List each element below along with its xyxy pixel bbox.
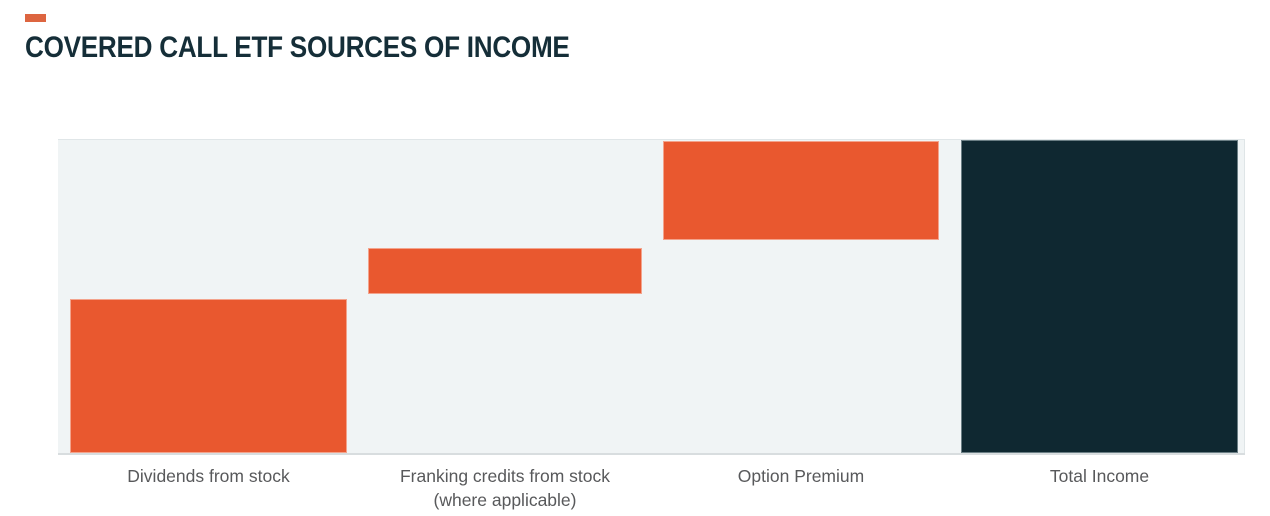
- x-axis-label-option-premium: Option Premium: [663, 464, 939, 488]
- x-axis-label-dividends: Dividends from stock: [70, 464, 347, 488]
- chart-title: COVERED CALL ETF SOURCES OF INCOME: [25, 31, 570, 64]
- waterfall-bar-dividends: [70, 299, 347, 453]
- plot-area: [58, 139, 1245, 453]
- x-axis-label-line: Dividends from stock: [127, 466, 290, 486]
- x-axis-label-franking-credits: Franking credits from stock (where appli…: [368, 464, 642, 512]
- x-axis-label-line: (where applicable): [433, 490, 577, 510]
- x-axis-label-line: Total Income: [1049, 466, 1150, 486]
- waterfall-bar-option-premium: [663, 140, 939, 240]
- x-axis-label-total-income: Total Income: [961, 464, 1238, 488]
- x-axis-label-line: Option Premium: [737, 466, 865, 486]
- x-axis-label-line: Franking credits from stock: [399, 466, 611, 486]
- x-axis-line: [58, 453, 1245, 455]
- waterfall-bar-total-income: [961, 140, 1238, 453]
- title-accent-bar: [25, 14, 46, 22]
- waterfall-bar-franking-credits: [368, 248, 642, 294]
